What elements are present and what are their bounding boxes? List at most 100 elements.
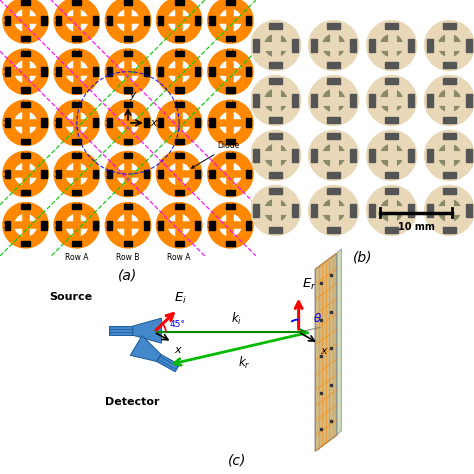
Bar (443, 172, 456, 178)
Bar (73, 204, 81, 210)
Bar (73, 241, 81, 246)
Bar (107, 170, 112, 178)
Bar (466, 204, 472, 217)
Bar (226, 241, 235, 246)
Circle shape (435, 86, 464, 115)
Bar (175, 190, 183, 195)
Circle shape (115, 8, 141, 33)
Circle shape (218, 162, 243, 187)
Circle shape (319, 141, 348, 170)
Circle shape (166, 162, 192, 187)
Bar (124, 190, 132, 195)
Bar (427, 149, 433, 162)
Bar (466, 39, 472, 52)
Circle shape (377, 196, 406, 225)
Bar (73, 102, 81, 107)
Text: Row A: Row A (65, 254, 89, 263)
Bar (21, 87, 30, 92)
Bar (427, 94, 433, 107)
Bar (385, 188, 398, 194)
Bar (443, 133, 456, 139)
Bar (5, 221, 10, 229)
Bar (158, 16, 164, 25)
Bar (369, 94, 375, 107)
Circle shape (115, 59, 141, 84)
Bar (443, 78, 456, 84)
Bar (144, 16, 149, 25)
Circle shape (166, 213, 192, 238)
Circle shape (218, 110, 243, 136)
Bar (226, 36, 235, 41)
Text: $E_i$: $E_i$ (173, 291, 187, 306)
Bar (408, 149, 414, 162)
Circle shape (435, 31, 464, 60)
Polygon shape (133, 318, 161, 343)
Bar (124, 102, 132, 107)
Circle shape (13, 213, 38, 238)
Circle shape (319, 31, 348, 60)
Circle shape (261, 31, 290, 60)
Bar (270, 62, 282, 68)
Polygon shape (315, 253, 337, 451)
Bar (311, 94, 317, 107)
Bar (175, 102, 183, 107)
Bar (195, 118, 200, 127)
Circle shape (13, 8, 38, 33)
Bar (385, 133, 398, 139)
Bar (369, 204, 375, 217)
Bar (311, 39, 317, 52)
Circle shape (435, 141, 464, 170)
Bar (144, 221, 149, 229)
Text: $E_r$: $E_r$ (302, 277, 317, 292)
Bar (144, 67, 149, 76)
Bar (175, 0, 183, 5)
Bar (73, 153, 81, 158)
Text: $y$: $y$ (129, 91, 138, 102)
Bar (226, 204, 235, 210)
Text: (b): (b) (353, 250, 373, 264)
Bar (21, 204, 30, 210)
Bar (270, 117, 282, 123)
Bar (226, 0, 235, 5)
Bar (124, 138, 132, 144)
Bar (270, 133, 282, 139)
Text: $x$: $x$ (174, 345, 183, 355)
Bar (41, 118, 46, 127)
Bar (175, 138, 183, 144)
Bar (385, 78, 398, 84)
Bar (5, 67, 10, 76)
Bar (124, 153, 132, 158)
Bar (21, 153, 30, 158)
Circle shape (319, 86, 348, 115)
Bar (5, 16, 10, 25)
Circle shape (377, 141, 406, 170)
Bar (175, 241, 183, 246)
Text: $x$: $x$ (150, 118, 158, 128)
Bar (226, 87, 235, 92)
Bar (56, 118, 61, 127)
Bar (226, 51, 235, 56)
Bar (92, 16, 98, 25)
Bar (107, 16, 112, 25)
Bar (270, 188, 282, 194)
Bar (175, 153, 183, 158)
Bar (56, 16, 61, 25)
Text: 45°: 45° (169, 319, 185, 328)
Bar (226, 138, 235, 144)
Circle shape (115, 162, 141, 187)
Bar (124, 36, 132, 41)
Bar (270, 78, 282, 84)
Bar (107, 67, 112, 76)
Bar (253, 94, 259, 107)
Circle shape (115, 213, 141, 238)
Bar (5, 170, 10, 178)
Bar (41, 170, 46, 178)
Bar (408, 94, 414, 107)
Bar (73, 87, 81, 92)
Polygon shape (130, 336, 161, 362)
Circle shape (319, 196, 348, 225)
Bar (5, 118, 10, 127)
Circle shape (13, 162, 38, 187)
Bar (246, 16, 251, 25)
Circle shape (261, 86, 290, 115)
